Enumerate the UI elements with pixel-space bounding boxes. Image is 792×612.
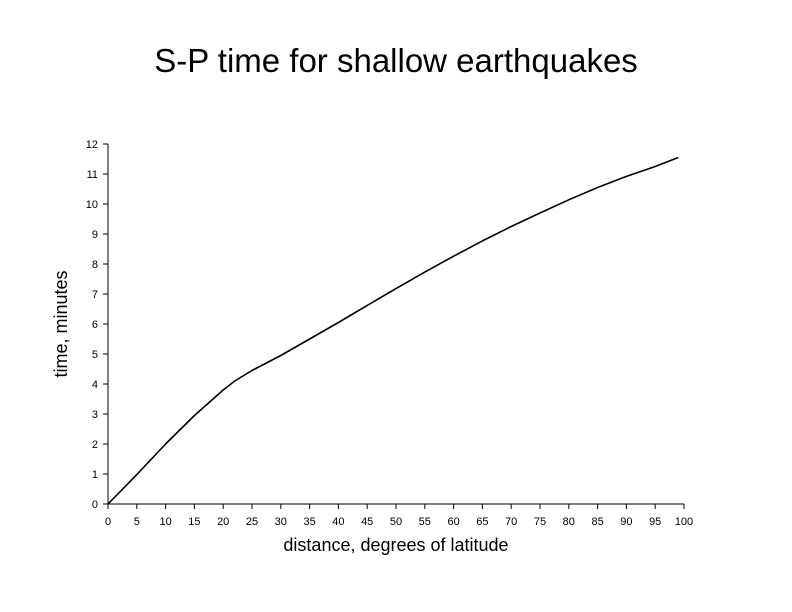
x-axis-label: distance, degrees of latitude [283,535,508,555]
x-tick-label: 80 [563,516,575,528]
y-tick-label: 0 [92,499,98,511]
y-tick-label: 8 [92,259,98,271]
x-tick-label: 50 [390,516,402,528]
x-tick-label: 55 [419,516,431,528]
x-tick-label: 20 [217,516,229,528]
y-tick-label: 11 [87,169,98,181]
x-tick-label: 60 [447,516,459,528]
x-tick-label: 0 [105,516,111,528]
y-tick-label: 1 [92,469,98,481]
chart-title: S-P time for shallow earthquakes [154,42,638,79]
x-tick-label: 100 [675,516,693,528]
y-tick-label: 5 [92,349,98,361]
x-tick-label: 75 [534,516,546,528]
x-tick-label: 95 [649,516,661,528]
y-tick-label: 7 [92,289,98,301]
x-tick-label: 5 [134,516,140,528]
x-tick-label: 85 [591,516,603,528]
series-line-sp-time [107,156,679,505]
x-tick-label: 70 [505,516,517,528]
y-tick-label: 9 [92,229,98,241]
y-tick-label: 12 [86,139,98,151]
x-tick-label: 65 [476,516,488,528]
y-axis-label: time, minutes [51,270,71,377]
x-tick-label: 25 [246,516,258,528]
x-tick-label: 30 [275,516,287,528]
x-tick-label: 10 [159,516,171,528]
y-tick-label: 4 [92,379,98,391]
x-tick-label: 40 [332,516,344,528]
y-tick-label: 6 [92,319,98,331]
x-tick-label: 15 [188,516,200,528]
y-tick-label: 2 [92,439,98,451]
x-tick-label: 90 [620,516,632,528]
y-tick-label: 10 [86,199,98,211]
x-axis-ticks: 0 5 10 15 20 25 30 35 40 45 50 55 60 65 70 75 80 85 90 95 10… [105,504,693,528]
y-tick-label: 3 [92,409,98,421]
x-tick-label: 45 [361,516,373,528]
x-tick-label: 35 [303,516,315,528]
